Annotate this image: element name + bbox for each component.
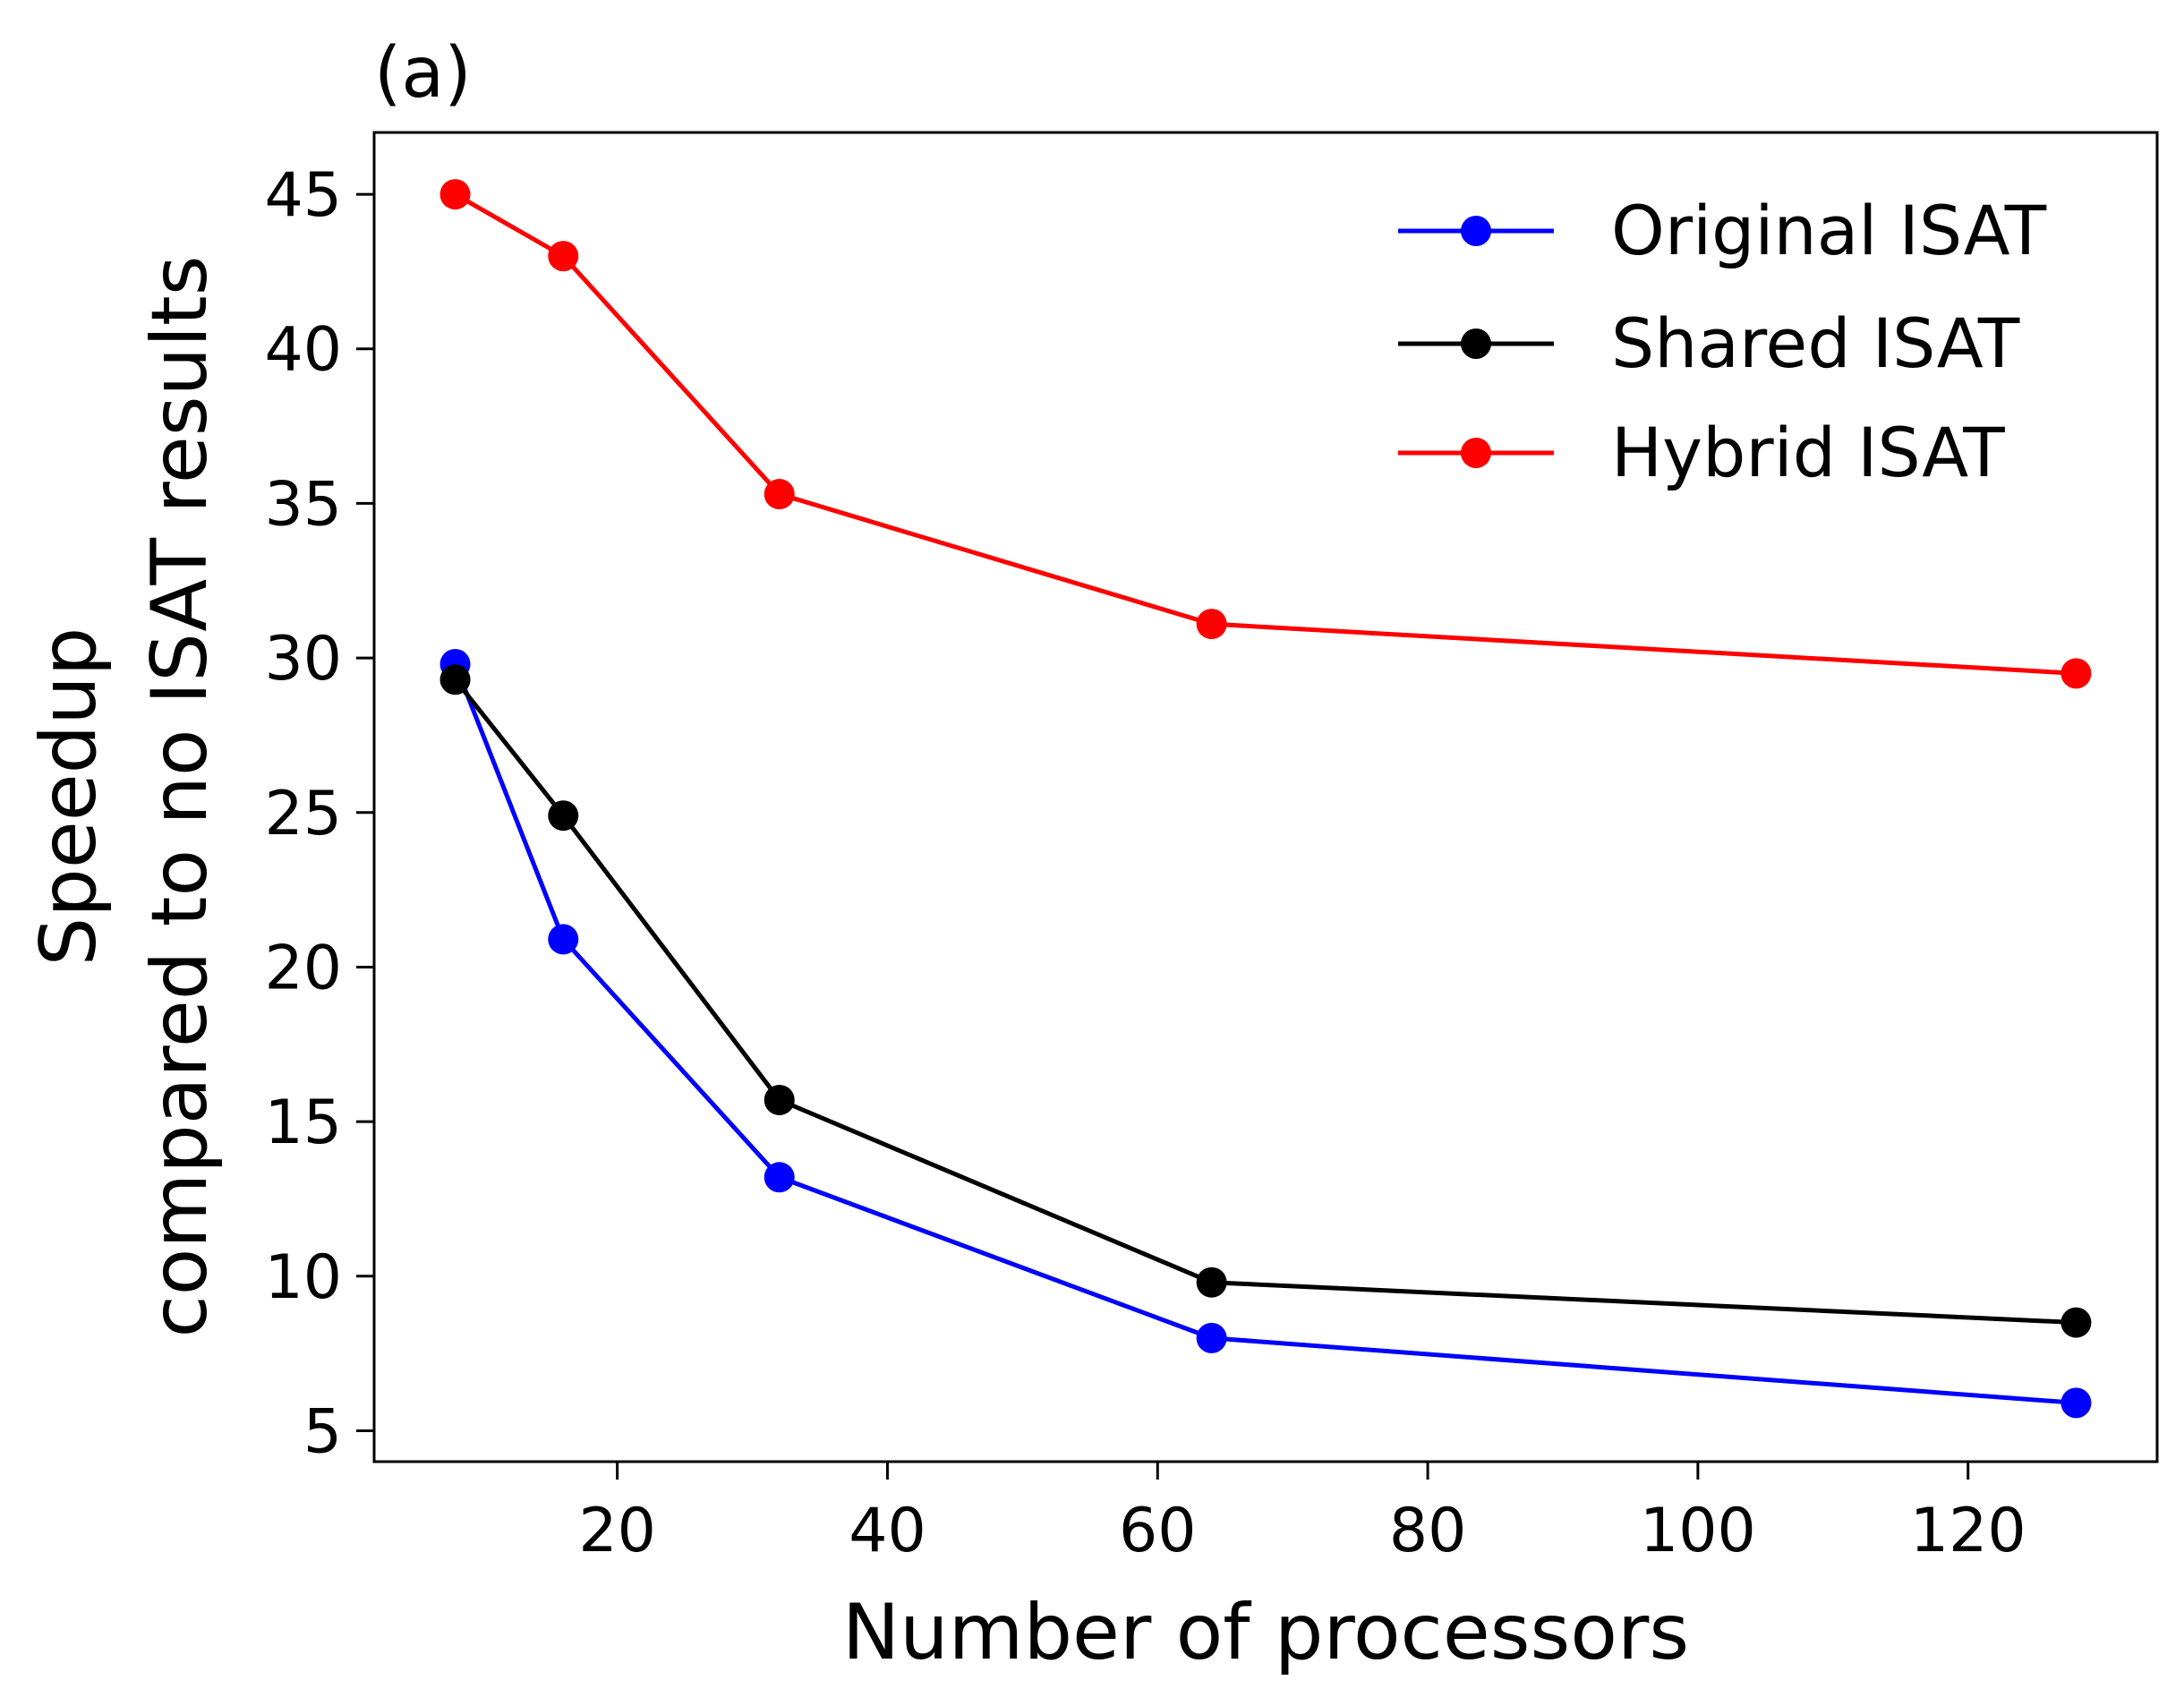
x-tick-label: 40 bbox=[849, 1496, 926, 1566]
legend-label-shared-isat: Shared ISAT bbox=[1611, 303, 2020, 383]
data-point-original-isat bbox=[548, 924, 579, 955]
y-tick-label: 15 bbox=[264, 1088, 342, 1158]
data-point-shared-isat bbox=[2060, 1307, 2092, 1338]
data-point-shared-isat bbox=[548, 800, 579, 832]
y-tick-label: 10 bbox=[264, 1242, 342, 1313]
data-point-hybrid-isat bbox=[548, 241, 579, 272]
y-tick-label: 30 bbox=[264, 624, 342, 695]
y-tick-label: 40 bbox=[264, 315, 342, 386]
series-line-shared-isat bbox=[453, 678, 2077, 1326]
x-tick-label: 80 bbox=[1389, 1496, 1467, 1566]
legend: Original ISAT Shared ISAT Hybrid ISAT bbox=[1398, 191, 2047, 492]
data-point-original-isat bbox=[1196, 1322, 1227, 1353]
data-point-hybrid-isat bbox=[2060, 658, 2092, 689]
data-point-hybrid-isat bbox=[1196, 609, 1227, 640]
x-axis: 20 40 60 80 100 120 bbox=[578, 1462, 2026, 1566]
x-tick-label: 60 bbox=[1119, 1496, 1197, 1566]
x-tick-label: 100 bbox=[1640, 1496, 1756, 1566]
plot-area-frame bbox=[372, 131, 2159, 1463]
data-point-hybrid-isat bbox=[764, 479, 795, 510]
data-point-shared-isat bbox=[764, 1084, 795, 1115]
y-tick-label: 25 bbox=[264, 779, 342, 849]
x-axis-label: Number of processors bbox=[842, 1588, 1689, 1677]
data-point-shared-isat bbox=[439, 664, 471, 695]
y-axis-label-line-2: compared to no ISAT results bbox=[135, 255, 225, 1337]
y-tick-label: 45 bbox=[264, 160, 342, 231]
legend-label-original-isat: Original ISAT bbox=[1611, 191, 2047, 270]
y-tick-label: 5 bbox=[303, 1396, 342, 1467]
panel-label: (a) bbox=[374, 33, 472, 114]
y-axis-label-line-1: Speedup bbox=[24, 627, 114, 967]
y-tick-label: 20 bbox=[264, 933, 342, 1003]
y-axis-label: Speedup compared to no ISAT results bbox=[24, 255, 225, 1337]
legend-label-hybrid-isat: Hybrid ISAT bbox=[1611, 413, 2005, 492]
legend-marker-shared-isat bbox=[1461, 328, 1491, 359]
y-tick-label: 35 bbox=[264, 469, 342, 540]
series-layer bbox=[439, 179, 2092, 1419]
series-line-original-isat bbox=[453, 663, 2077, 1405]
data-point-hybrid-isat bbox=[439, 179, 471, 210]
y-axis: 5 10 15 20 25 30 35 40 45 bbox=[264, 160, 374, 1467]
data-point-shared-isat bbox=[1196, 1267, 1227, 1298]
x-tick-label: 120 bbox=[1910, 1496, 2026, 1566]
legend-marker-hybrid-isat bbox=[1461, 438, 1491, 468]
data-point-original-isat bbox=[764, 1162, 795, 1193]
data-point-original-isat bbox=[2060, 1387, 2092, 1419]
legend-marker-original-isat bbox=[1461, 216, 1491, 246]
x-tick-label: 20 bbox=[578, 1496, 656, 1566]
